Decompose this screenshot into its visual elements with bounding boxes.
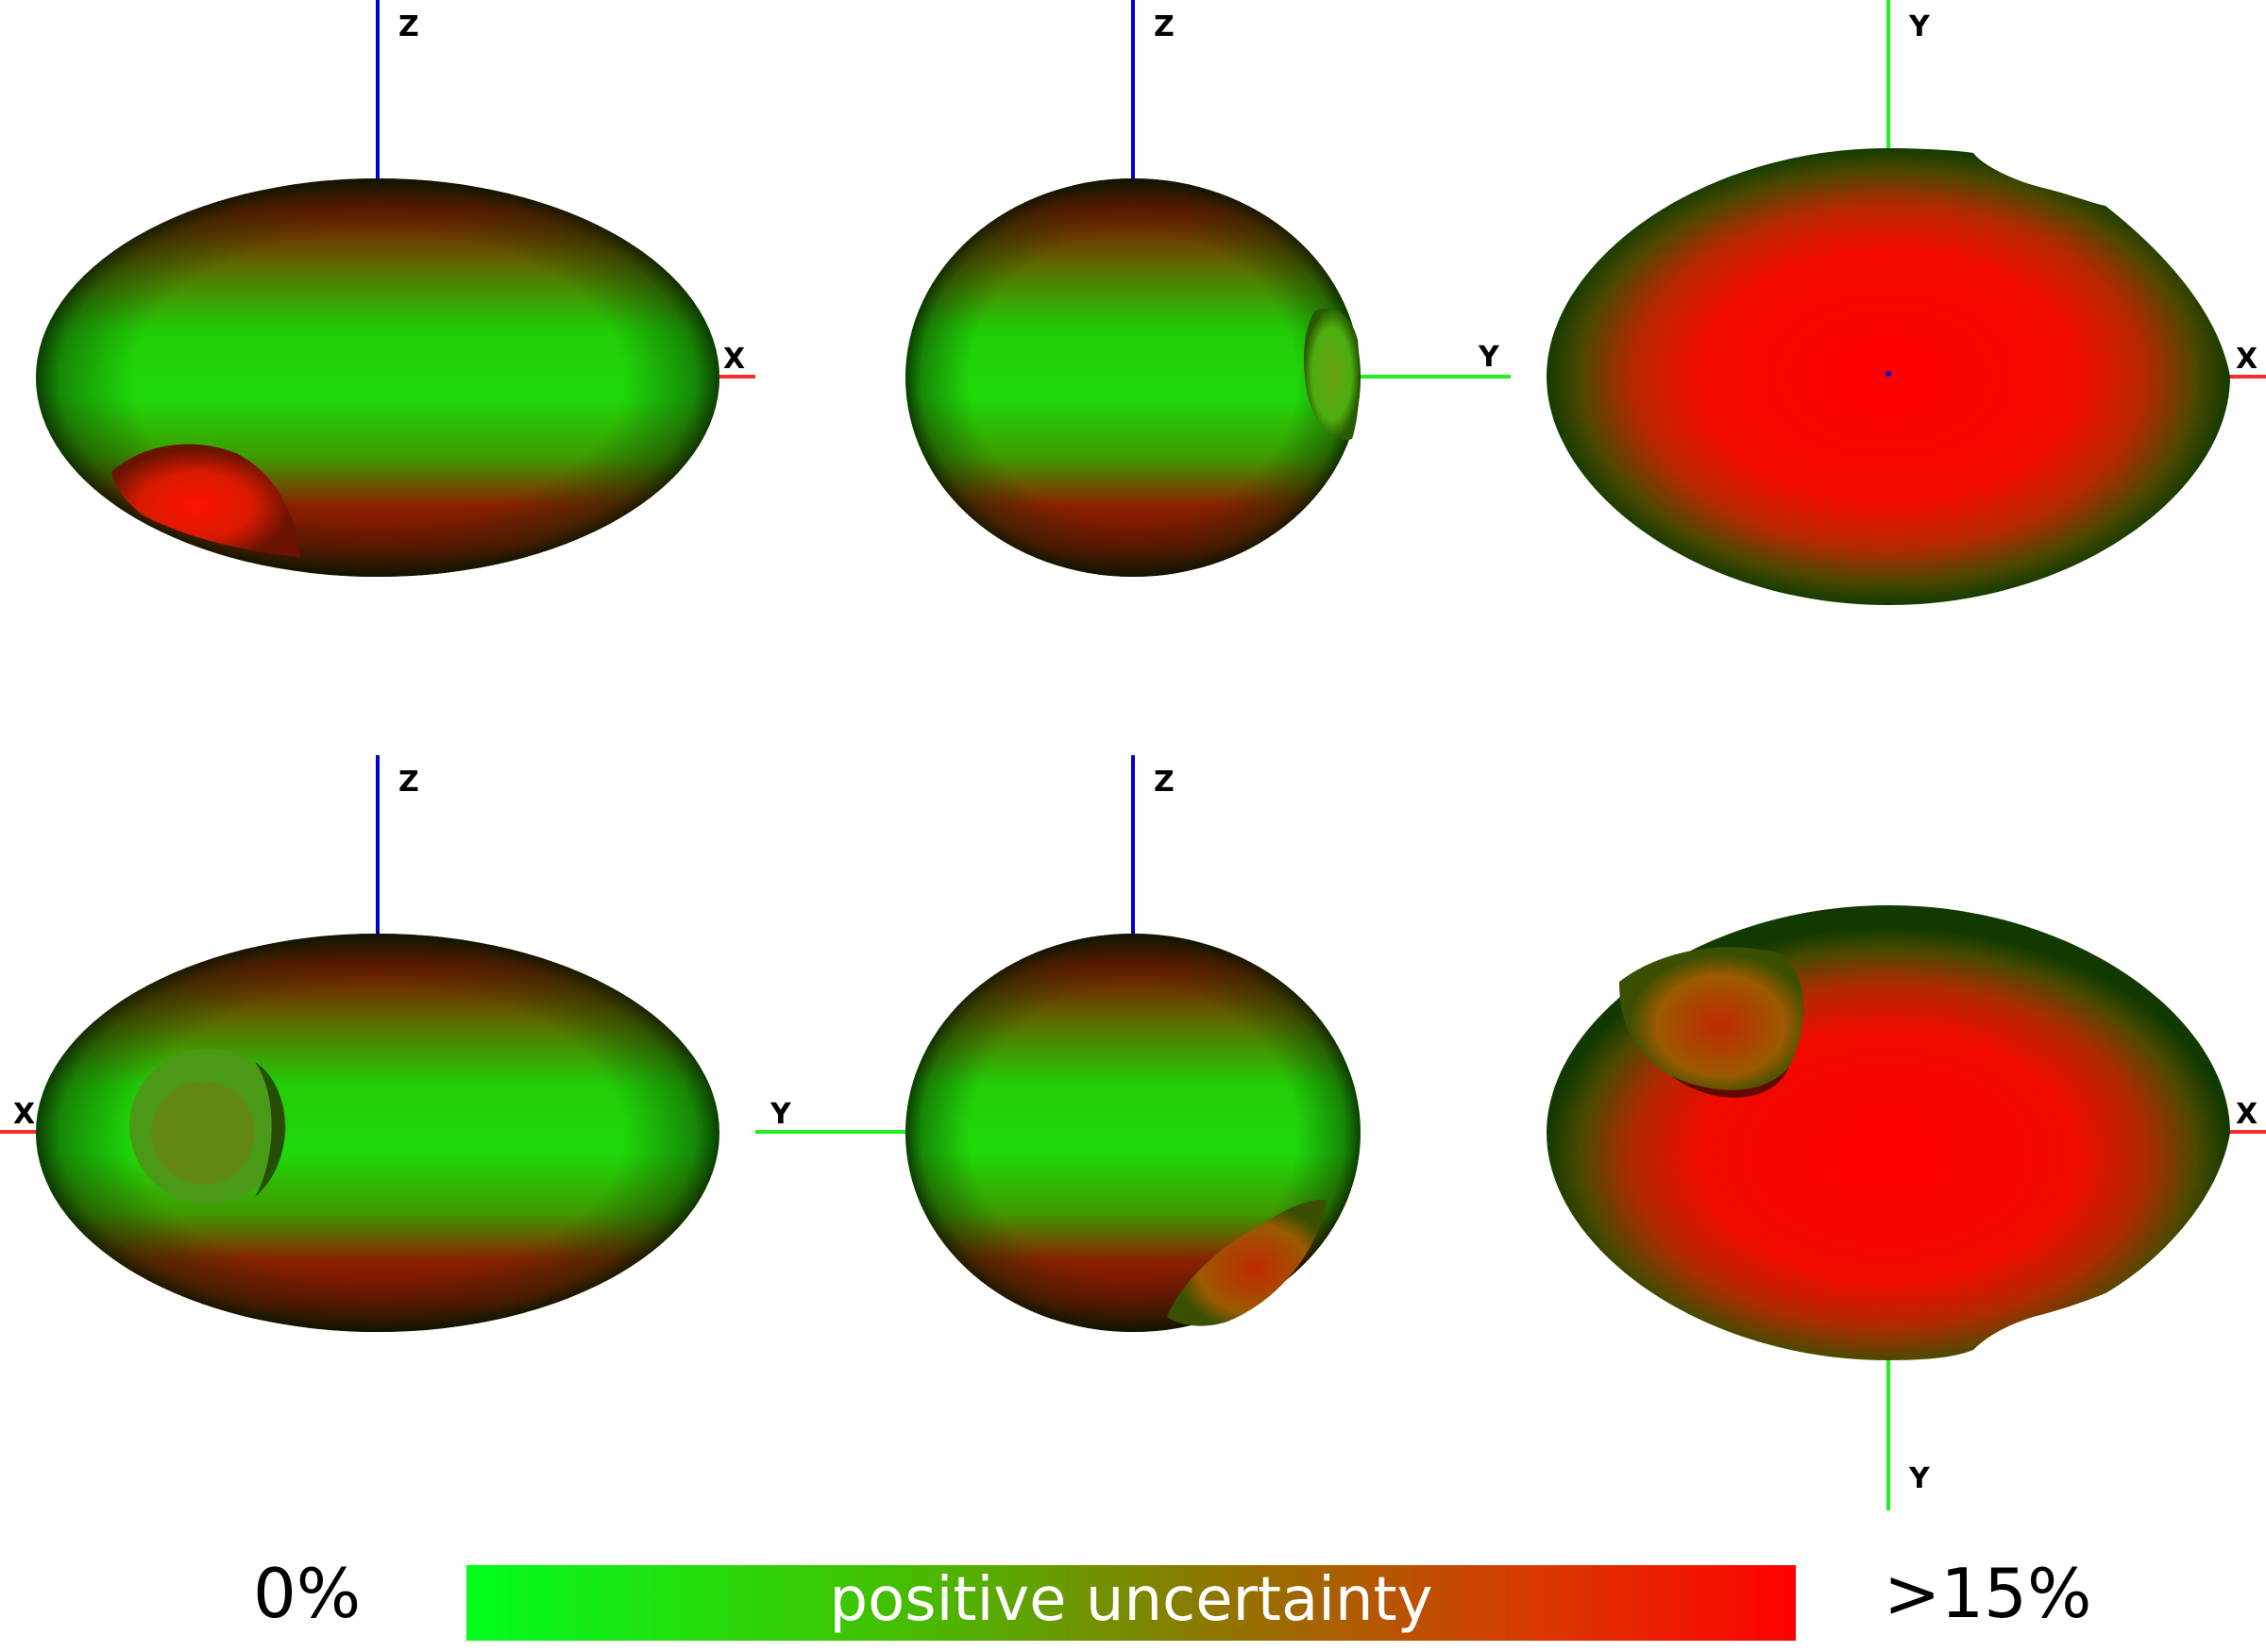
crater [1167, 1199, 1327, 1326]
y-axis-label: Y [1908, 1462, 1931, 1495]
view-4: Z X [0, 755, 719, 1332]
view-3: Y X [1547, 0, 2266, 605]
z-axis-label: Z [1154, 766, 1175, 799]
ellipsoid-shade [905, 178, 1361, 577]
view-6: Y X [1547, 905, 2266, 1510]
legend-max-label: >15% [1884, 1554, 2092, 1633]
crater-center [151, 1081, 255, 1185]
x-axis-label: X [2236, 343, 2258, 376]
legend-color-bar: positive uncertainty [466, 1565, 1796, 1641]
ellipsoid-shade [36, 934, 719, 1332]
z-axis-label: Z [398, 10, 419, 43]
x-axis-label: X [13, 1098, 35, 1131]
x-axis-label: X [2236, 1098, 2258, 1131]
y-axis-label: Y [1478, 341, 1500, 374]
crater-rim-shadow [255, 1062, 285, 1197]
view-1: Z X [36, 0, 755, 577]
crater-rim-shadow [1671, 1067, 1789, 1098]
z-axis-label: Z [1154, 10, 1175, 43]
legend-title: positive uncertainty [829, 1565, 1433, 1635]
y-axis-label: Y [769, 1098, 792, 1131]
x-axis-label: X [723, 343, 745, 376]
crater [111, 444, 300, 557]
view-5: Z Y [755, 755, 1361, 1332]
ellipsoid-shade [36, 178, 719, 577]
crater [1303, 308, 1360, 440]
z-axis-label: Z [398, 766, 419, 799]
legend-min-label: 0% [253, 1554, 362, 1633]
crater [1619, 947, 1804, 1090]
view-2: Z Y [905, 0, 1511, 577]
ellipsoid-shade [905, 934, 1361, 1332]
axis-origin [1886, 371, 1891, 377]
y-axis-label: Y [1908, 10, 1931, 43]
